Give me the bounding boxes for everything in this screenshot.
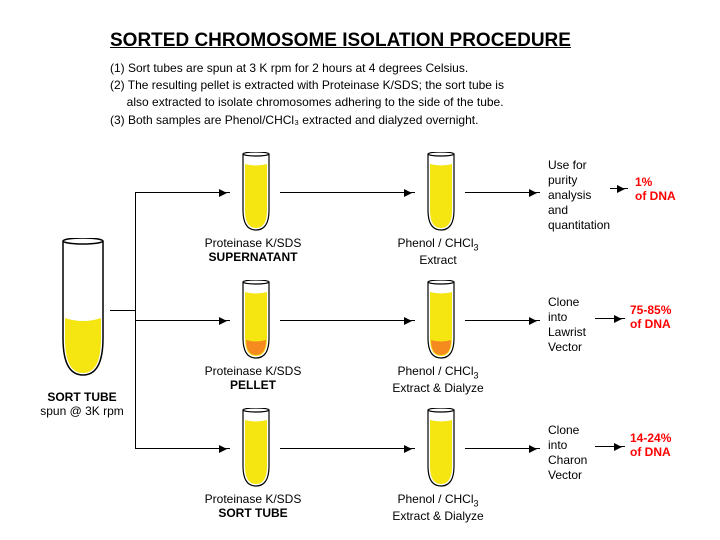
annot-r3-d: Vector <box>548 468 587 483</box>
tube-pellet-label: Proteinase K/SDS PELLET <box>183 364 323 393</box>
step-2a: (2) The resulting pellet is extracted wi… <box>110 77 610 93</box>
branch-hstem <box>110 310 135 311</box>
tube-r2-extract-label-1: Phenol / CHCl3 <box>397 364 478 378</box>
tube-r1-extract-label-2: Extract <box>419 253 456 267</box>
pct-r1-a: 1% <box>635 175 676 189</box>
arrow-r3-a <box>280 448 415 449</box>
branch-arrow-r1 <box>135 192 230 193</box>
annot-r1-a: Use for <box>548 158 610 173</box>
step-2b: also extracted to isolate chromosomes ad… <box>110 94 610 110</box>
tube-r2-extract-icon <box>426 280 456 360</box>
tube-r1-extract-label: Phenol / CHCl3 Extract <box>368 236 508 268</box>
annot-r1-c: analysis <box>548 188 610 203</box>
tube-r1-extract-icon <box>426 152 456 232</box>
arrow-r1-a <box>280 192 415 193</box>
branch-arrow-r2 <box>135 320 230 321</box>
page-title: SORTED CHROMOSOME ISOLATION PROCEDURE <box>110 30 571 52</box>
arrow-r2-b <box>465 320 540 321</box>
tube-r3-extract-icon <box>426 408 456 488</box>
step-3: (3) Both samples are Phenol/CHCl₃ extrac… <box>110 112 610 128</box>
arrow-r2-c <box>595 318 625 319</box>
tube-pellet-label-1: Proteinase K/SDS <box>183 364 323 378</box>
annot-r3: Clone into Charon Vector <box>548 423 587 483</box>
tube-supernatant-label-1: Proteinase K/SDS <box>183 236 323 250</box>
pct-r2: 75-85% of DNA <box>630 303 671 332</box>
annot-r2-b: into <box>548 310 586 325</box>
annot-r1-d: and <box>548 203 610 218</box>
arrow-r2-a <box>280 320 415 321</box>
annot-r3-b: into <box>548 438 587 453</box>
branch-arrow-r3 <box>135 448 230 449</box>
pct-r3: 14-24% of DNA <box>630 431 671 460</box>
sort-tube-label-2: spun @ 3K rpm <box>22 404 142 418</box>
pct-r1-b: of DNA <box>635 189 676 203</box>
annot-r1: Use for purity analysis and quantitation <box>548 158 610 233</box>
pct-r2-b: of DNA <box>630 317 671 331</box>
pct-r2-a: 75-85% <box>630 303 671 317</box>
tube-r3-extract-label: Phenol / CHCl3 Extract & Dialyze <box>368 492 508 524</box>
tube-sorttube-label: Proteinase K/SDS SORT TUBE <box>183 492 323 521</box>
tube-r1-extract-label-1: Phenol / CHCl3 <box>397 236 478 250</box>
arrow-r1-c <box>610 188 628 189</box>
tube-supernatant-label: Proteinase K/SDS SUPERNATANT <box>183 236 323 265</box>
tube-r2-extract-label: Phenol / CHCl3 Extract & Dialyze <box>368 364 508 396</box>
arrow-r1-b <box>465 192 540 193</box>
tube-r3-extract-label-1: Phenol / CHCl3 <box>397 492 478 506</box>
annot-r2-d: Vector <box>548 340 586 355</box>
arrow-r3-b <box>465 448 540 449</box>
procedure-steps: (1) Sort tubes are spun at 3 K rpm for 2… <box>110 60 610 129</box>
step-1: (1) Sort tubes are spun at 3 K rpm for 2… <box>110 60 610 76</box>
tube-r3-extract-label-2: Extract & Dialyze <box>392 509 483 523</box>
annot-r2-c: Lawrist <box>548 325 586 340</box>
tube-sorttube-label-1: Proteinase K/SDS <box>183 492 323 506</box>
pct-r3-b: of DNA <box>630 445 671 459</box>
tube-sorttube-icon <box>241 408 271 488</box>
tube-pellet-icon <box>241 280 271 360</box>
tube-sorttube-label-2: SORT TUBE <box>183 506 323 520</box>
annot-r2: Clone into Lawrist Vector <box>548 295 586 355</box>
sort-tube-icon <box>60 238 106 378</box>
tube-supernatant-icon <box>241 152 271 232</box>
tube-pellet-label-2: PELLET <box>183 378 323 392</box>
pct-r1: 1% of DNA <box>635 175 676 204</box>
annot-r3-a: Clone <box>548 423 587 438</box>
sort-tube-label: SORT TUBE spun @ 3K rpm <box>22 390 142 419</box>
annot-r2-a: Clone <box>548 295 586 310</box>
annot-r3-c: Charon <box>548 453 587 468</box>
annot-r1-b: purity <box>548 173 610 188</box>
annot-r1-e: quantitation <box>548 218 610 233</box>
tube-supernatant-label-2: SUPERNATANT <box>183 250 323 264</box>
pct-r3-a: 14-24% <box>630 431 671 445</box>
sort-tube-label-1: SORT TUBE <box>22 390 142 404</box>
arrow-r3-c <box>595 446 625 447</box>
tube-r2-extract-label-2: Extract & Dialyze <box>392 381 483 395</box>
